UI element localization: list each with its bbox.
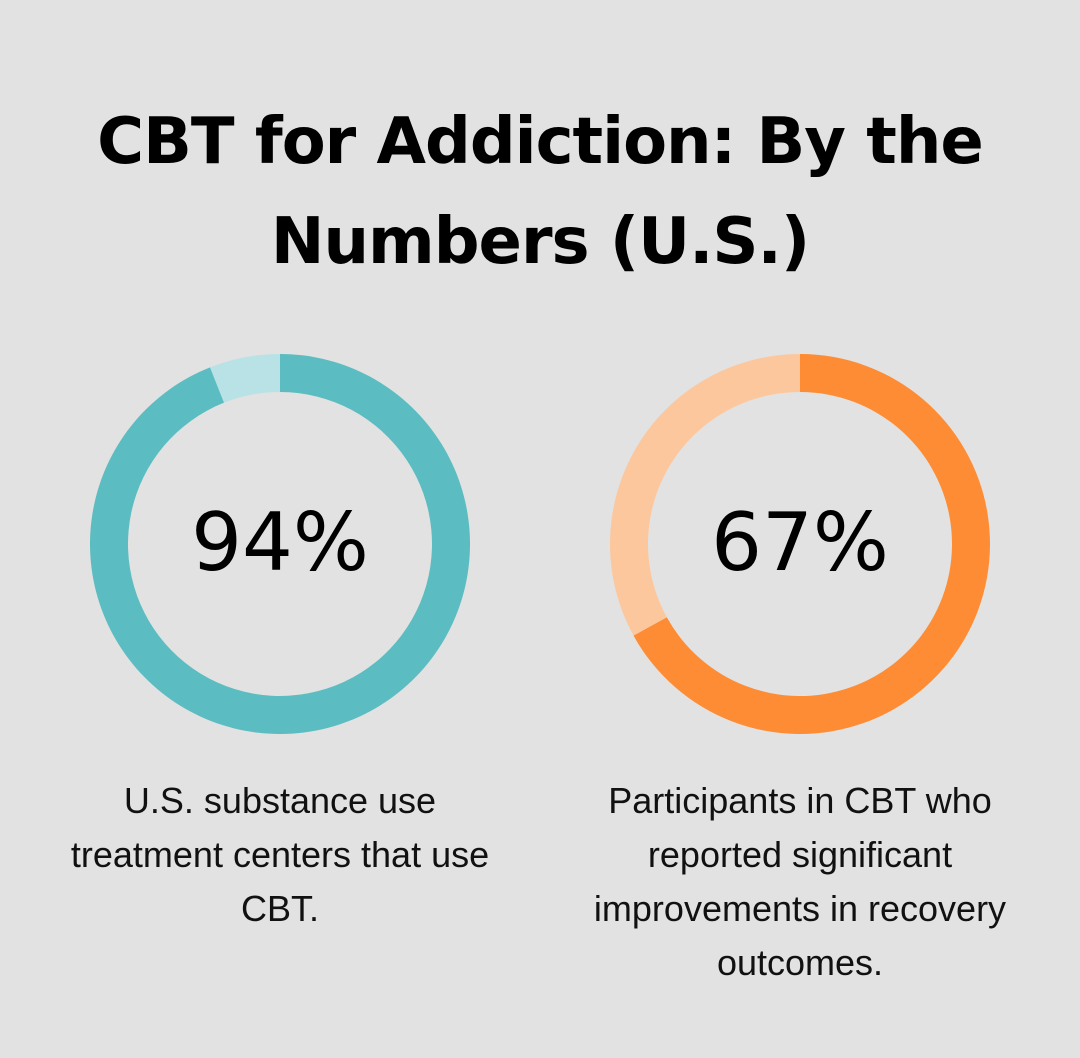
donut-segment-remainder [210,354,280,403]
donut-value-label: 67% [711,496,889,589]
stat-caption: Participants in CBT who reported signifi… [593,780,1007,983]
stat-caption: U.S. substance use treatment centers tha… [70,780,490,929]
donut-chart-treatment-centers: 94% [90,354,470,734]
stat-card-recovery-outcomes: 67% Participants in CBT who reported sig… [570,354,1030,990]
donut-value-label: 94% [191,496,369,589]
page-title: CBT for Addiction: By the Numbers (U.S.) [97,105,984,279]
donut-chart-recovery-outcomes: 67% [610,354,990,734]
stat-card-treatment-centers: 94% U.S. substance use treatment centers… [50,354,510,936]
donut-segment-remainder [610,354,800,636]
